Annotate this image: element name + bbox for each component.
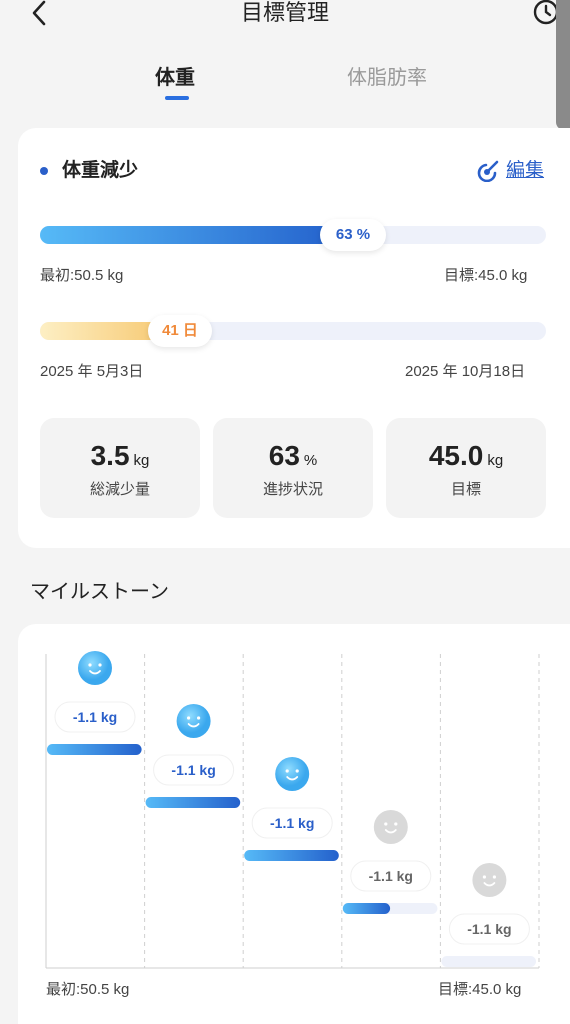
smiley-mouth <box>483 882 496 887</box>
stat-unit: kg <box>487 452 504 469</box>
smiley-achieved-icon <box>78 651 112 685</box>
milestones-end-label: 目標:45.0 kg <box>438 981 522 998</box>
milestone-bar <box>244 850 339 861</box>
milestone-pill <box>54 701 136 733</box>
stat-label: 進捗状況 <box>262 481 323 498</box>
smiley-mouth <box>89 670 101 675</box>
start-date-label: 2025 年 5月3日 <box>40 363 144 380</box>
milestone-pill <box>448 913 530 945</box>
smiley-eye <box>384 822 388 826</box>
smiley-eye <box>295 769 299 773</box>
milestone-label: -1.1 kg <box>369 868 413 884</box>
smiley-mouth <box>286 776 299 781</box>
smiley-eye <box>98 663 102 667</box>
target-weight-label: 目標:45.0 kg <box>444 267 528 284</box>
stat-unit: % <box>303 452 318 469</box>
milestone-label: -1.1 kg <box>270 815 314 831</box>
edit-icon[interactable] <box>476 160 500 182</box>
page-title: 目標管理 <box>240 0 329 25</box>
smiley-eye <box>187 716 191 720</box>
milestones-heading: マイルストーン <box>30 581 169 603</box>
start-weight-label: 最初:50.5 kg <box>40 267 124 284</box>
milestone-label: -1.1 kg <box>171 762 215 778</box>
weight-progress-fill <box>40 226 340 244</box>
goal-title: 体重減少 <box>62 160 139 181</box>
smiley-mouth <box>384 829 397 834</box>
milestone-bar <box>145 797 241 808</box>
stat-label: 総減少量 <box>89 481 150 498</box>
stat-unit: kg <box>133 452 150 469</box>
smiley-eye <box>482 875 486 879</box>
smiley-pending-icon <box>472 863 507 897</box>
time-progress-fill <box>40 322 180 340</box>
active-tab-indicator <box>165 96 189 100</box>
stat-target: 45.0 kg 目標 <box>386 418 546 518</box>
smiley-eye <box>88 663 92 667</box>
stat-total-loss: 3.5 kg 総減少量 <box>40 418 200 518</box>
smiley-eye <box>285 769 289 773</box>
edit-link[interactable]: 編集 <box>506 160 545 181</box>
weight-progress-percent: 63 % <box>320 219 386 251</box>
stat-progress: 63% 進捗状況 <box>213 418 373 518</box>
smiley-pending-icon <box>373 810 408 844</box>
milestone-label: -1.1 kg <box>467 921 511 937</box>
scroll-indicator <box>556 0 570 130</box>
smiley-achieved-icon <box>275 757 310 791</box>
milestones-start-label: 最初:50.5 kg <box>46 981 130 998</box>
tab-weight[interactable]: 体重 <box>155 67 195 89</box>
milestone-bar <box>47 744 142 755</box>
milestone-track <box>441 956 536 967</box>
milestone-pill <box>251 807 333 839</box>
bullet-dot <box>40 167 48 175</box>
smiley-eye <box>492 875 496 879</box>
smiley-eye <box>197 716 201 720</box>
milestone-bar <box>342 903 391 914</box>
milestone-label: -1.1 kg <box>73 709 117 725</box>
smiley-eye <box>394 822 398 826</box>
end-date-label: 2025 年 10月18日 <box>405 363 526 380</box>
milestone-pill <box>350 860 432 892</box>
smiley-mouth <box>187 723 200 728</box>
tab-body-fat[interactable]: 体脂肪率 <box>347 67 427 89</box>
elapsed-days-badge: 41 日 <box>148 315 212 347</box>
stat-label: 目標 <box>450 481 481 498</box>
stat-value: 63 <box>268 440 300 471</box>
stat-value: 3.5 <box>90 440 130 471</box>
smiley-achieved-icon <box>176 704 211 738</box>
stat-value: 45.0 <box>428 440 484 471</box>
milestone-pill <box>153 754 235 786</box>
chevron-left-icon[interactable] <box>28 0 52 26</box>
